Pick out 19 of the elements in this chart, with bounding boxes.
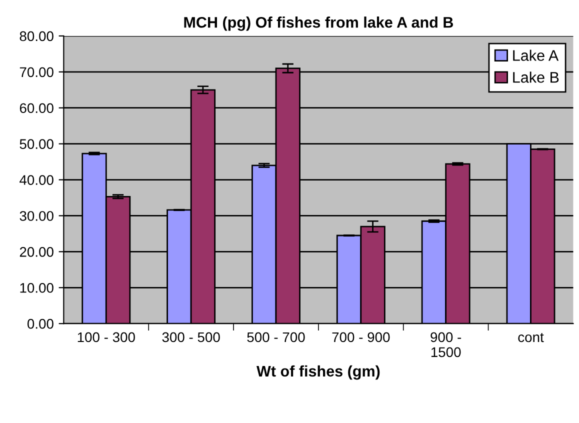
y-tick-label: 80.00 (20, 31, 54, 42)
y-tick-label: 40.00 (20, 175, 54, 185)
y-tick-label: 0.00 (27, 318, 54, 329)
y-tick-label: 20.00 (20, 247, 54, 257)
x-tick-label: 500 - 700 (247, 332, 305, 342)
legend-label: Lake B (513, 72, 559, 83)
legend-label: Lake A (513, 50, 559, 61)
y-tick-label: 70.00 (20, 67, 54, 78)
chart-title: MCH (pg) Of fishes from lake A and B (184, 16, 454, 31)
x-axis-title: Wt of fishes (gm) (256, 365, 380, 380)
x-tick-label: 900 - 1500 (430, 332, 462, 358)
x-tick-label: 300 - 500 (162, 332, 220, 342)
y-tick-label: 50.00 (20, 139, 54, 149)
y-tick-label: 10.00 (20, 282, 54, 293)
x-tick-label: cont (518, 333, 544, 342)
y-tick-label: 60.00 (20, 103, 54, 114)
x-tick-label: 100 - 300 (78, 332, 135, 342)
y-tick-label: 30.00 (20, 211, 54, 221)
x-tick-label: 700 - 900 (332, 332, 390, 342)
